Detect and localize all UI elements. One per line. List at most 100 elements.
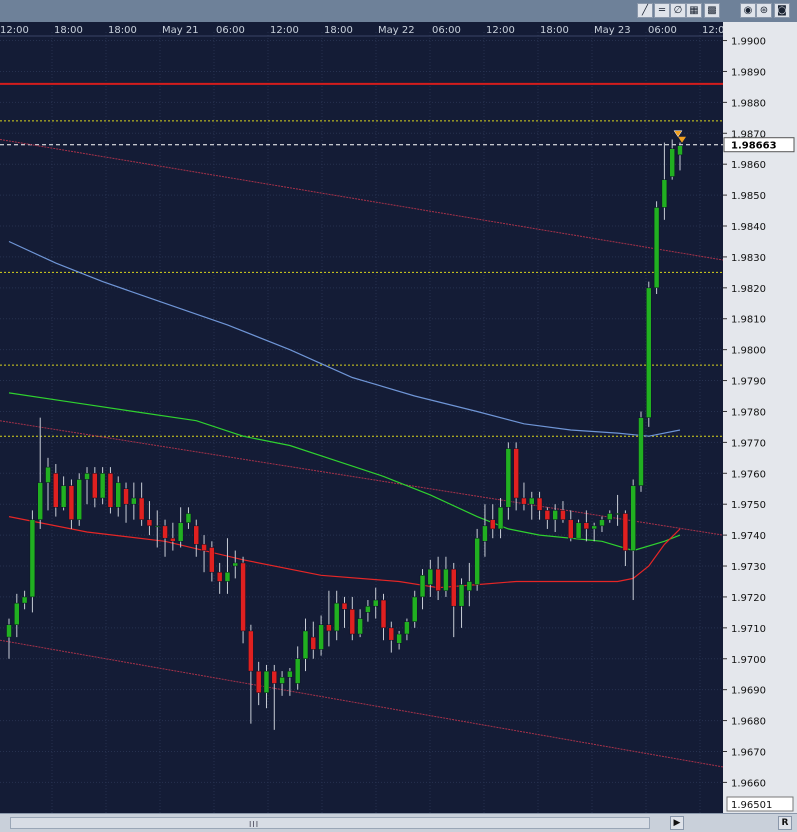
candle-body <box>232 562 239 567</box>
current-price-label: 1.98663 <box>731 141 777 152</box>
candle-body <box>279 677 285 684</box>
candle-body <box>388 627 395 641</box>
candle-body <box>302 630 309 660</box>
price-tick-label: 1.9720 <box>731 593 766 604</box>
candle-body <box>310 636 317 650</box>
price-tick-label: 1.9780 <box>731 407 766 418</box>
price-tick-label: 1.9750 <box>731 500 766 511</box>
price-tick-label: 1.9790 <box>731 377 766 388</box>
candle-body <box>544 510 551 520</box>
price-tick-label: 1.9870 <box>731 129 766 140</box>
price-tick-label: 1.9880 <box>731 98 766 109</box>
candle-body <box>607 513 613 520</box>
grid-lines <box>0 32 723 813</box>
time-label: 18:00 <box>324 25 353 36</box>
price-tick-label: 1.9860 <box>731 160 766 171</box>
candle-body <box>505 448 512 508</box>
reset-chart-button[interactable]: R <box>778 816 792 830</box>
candle-body <box>14 602 20 626</box>
no-draw-icon[interactable]: ∅ <box>670 3 686 18</box>
scroll-to-end-button[interactable]: ▶ <box>670 816 684 830</box>
candle-body <box>443 568 449 592</box>
candle-body <box>372 599 379 607</box>
price-tick-label: 1.9700 <box>731 655 766 666</box>
candle-body <box>536 497 543 511</box>
candle-body <box>357 618 363 635</box>
candle-body <box>560 510 566 520</box>
grid-alt-icon[interactable]: ▩ <box>704 3 720 18</box>
candle-body <box>76 479 82 520</box>
zoom-out-icon[interactable]: ◉ <box>740 3 756 18</box>
time-label: 06:00 <box>216 25 245 36</box>
price-chart-plot[interactable]: 12:00 18:00 18:00 May 21 06:00 12:00 18:00 May … <box>0 22 723 813</box>
candle-body <box>646 287 652 418</box>
candle-body <box>427 568 434 585</box>
time-label: May 22 <box>378 25 415 36</box>
time-label: 12:00 <box>486 25 515 36</box>
scrollbar-thumb[interactable]: III <box>10 817 650 829</box>
price-tick-label: 1.9660 <box>731 778 766 789</box>
candle-body <box>435 568 441 592</box>
price-axis-ticks: 1.9900 1.9890 1.9880 1.9870 1.9860 1.9850 1.98… <box>723 37 795 812</box>
time-label: 12:00 <box>702 25 723 36</box>
candlesticks <box>6 139 683 730</box>
price-tick-label: 1.9690 <box>731 686 766 697</box>
price-tick-label: 1.9670 <box>731 747 766 758</box>
candle-body <box>653 207 660 289</box>
horizontal-levels <box>0 82 723 437</box>
price-tick-label: 1.9710 <box>731 624 766 635</box>
candle-body <box>466 581 473 592</box>
candle-body <box>638 417 644 486</box>
price-tick-label: 1.9800 <box>731 346 766 357</box>
chart-toolbar: ╱ ═ ∅ ▦ ▩ ◉ ⊛ ◙ <box>0 0 797 22</box>
order-marker-icon <box>678 136 686 143</box>
candle-body <box>37 482 43 520</box>
candle-body <box>68 485 75 520</box>
line-tool-icon[interactable]: ╱ <box>637 3 653 18</box>
candle-body <box>263 670 270 694</box>
candle-body <box>677 145 683 156</box>
candle-body <box>349 609 356 635</box>
candle-body <box>521 497 527 505</box>
candle-body <box>575 522 582 539</box>
price-tick-label: 1.9760 <box>731 469 766 480</box>
scrollbar-grip: III <box>249 820 260 829</box>
zoom-in-icon[interactable]: ◙ <box>774 3 790 18</box>
candle-body <box>131 497 137 505</box>
candle-body <box>138 497 145 520</box>
candle-body <box>404 621 410 635</box>
candle-body <box>162 525 168 539</box>
sell-marker-icon <box>673 130 683 138</box>
candle-body <box>123 488 129 505</box>
current-price-box <box>723 137 795 153</box>
candle-body <box>614 513 621 515</box>
candle-body <box>146 519 153 527</box>
time-label: 18:00 <box>540 25 569 36</box>
grid-toggle-icon[interactable]: ▦ <box>686 3 702 18</box>
candle-body <box>53 473 59 508</box>
candle-body <box>224 571 231 582</box>
chart-scrollbar[interactable]: III ▶ R <box>0 813 797 832</box>
candle-body <box>583 522 590 530</box>
time-label: May 21 <box>162 25 199 36</box>
candle-body <box>411 596 418 622</box>
candle-body <box>216 571 223 582</box>
price-axis[interactable]: 1.9900 1.9890 1.9880 1.9870 1.9860 1.9850 1.98… <box>723 22 797 813</box>
candle-body <box>318 624 324 650</box>
price-tick-label: 1.9840 <box>731 222 766 233</box>
candle-body <box>201 544 207 551</box>
trend-channel-lines <box>0 138 723 768</box>
candle-body <box>458 584 465 607</box>
candle-body <box>326 624 332 632</box>
candle-body <box>474 537 480 585</box>
settings-icon[interactable]: ⊛ <box>756 3 772 18</box>
candle-body <box>450 568 457 607</box>
candle-body <box>60 485 67 508</box>
candle-body <box>107 473 114 508</box>
candle-body <box>84 473 90 480</box>
candle-body <box>552 510 558 520</box>
candle-body <box>193 525 200 545</box>
hline-tool-icon[interactable]: ═ <box>654 3 670 18</box>
price-tick-label: 1.9680 <box>731 717 766 728</box>
